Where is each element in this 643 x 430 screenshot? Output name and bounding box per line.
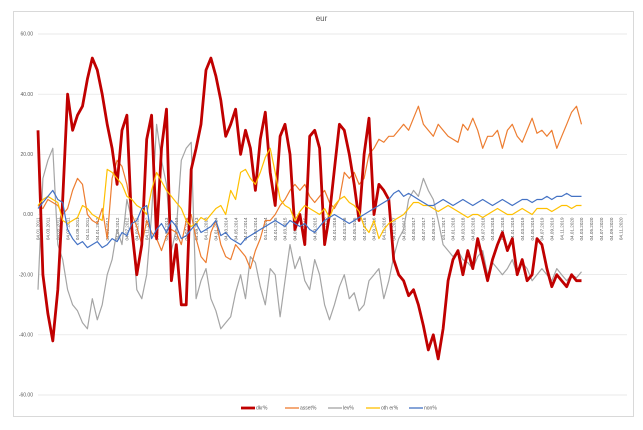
x-tick-label: 04.11.2012 xyxy=(144,217,149,240)
y-tick-label: -40.00 xyxy=(19,333,33,339)
x-tick-label: 04.05.2016 xyxy=(352,217,357,240)
x-tick-label: 04.11.2011 xyxy=(85,217,90,240)
gridlines xyxy=(38,33,627,396)
x-tick-label: 04.03.2014 xyxy=(223,217,228,240)
x-tick-label: 04.03.2020 xyxy=(579,217,584,240)
x-tick-label: 04.11.2014 xyxy=(263,217,268,240)
x-tick-label: 04.05.2020 xyxy=(589,217,594,240)
x-tick-label: 04.01.2014 xyxy=(214,217,219,240)
x-tick-label: 04.11.2018 xyxy=(500,217,505,240)
x-tick-label: 04.01.2011 xyxy=(36,217,41,240)
x-tick-label: 04.07.2016 xyxy=(362,217,367,240)
x-tick-label: 04.09.2015 xyxy=(312,217,317,240)
y-tick-label: 60.00 xyxy=(20,32,33,38)
y-tick-label: -20.00 xyxy=(19,272,33,278)
x-tick-label: 04.09.2016 xyxy=(372,217,377,240)
x-tick-label: 04.01.2019 xyxy=(510,217,515,240)
x-tick-label: 04.03.2013 xyxy=(164,217,169,240)
x-tick-label: 04.09.2018 xyxy=(490,217,495,240)
legend-label-dkr: dkr% xyxy=(256,406,268,412)
x-tick-label: 04.09.2013 xyxy=(194,217,199,240)
x-tick-label: 04.07.2020 xyxy=(599,217,604,240)
x-tick-label: 04.09.2014 xyxy=(253,217,258,240)
legend-label-non: non% xyxy=(424,406,437,412)
series-lines xyxy=(36,56,583,361)
legend: dkr% asset% lev% oth er% non% xyxy=(241,406,437,412)
x-tick-label: 04.07.2012 xyxy=(125,217,130,240)
x-axis-tick-labels: 04.01.2011 04.03.2011 04.05.2011 04.07.2011… xyxy=(36,217,624,240)
x-tick-label: 04.01.2017 xyxy=(391,217,396,240)
x-tick-label: 04.09.2019 xyxy=(550,217,555,240)
x-tick-label: 04.05.2014 xyxy=(233,217,238,240)
y-tick-label: 20.00 xyxy=(20,152,33,158)
y-tick-label: -60.00 xyxy=(19,393,33,399)
x-tick-label: 04.11.2019 xyxy=(559,217,564,240)
x-tick-label: 04.11.2017 xyxy=(441,217,446,240)
x-tick-label: 04.05.2019 xyxy=(530,217,535,240)
x-tick-label: 04.09.2017 xyxy=(431,217,436,240)
x-tick-label: 04.11.2013 xyxy=(204,217,209,240)
x-tick-label: 04.01.2012 xyxy=(95,217,100,240)
x-tick-label: 04.05.2012 xyxy=(115,217,120,240)
series-line-asset xyxy=(37,105,583,270)
x-tick-label: 04.03.2019 xyxy=(520,217,525,240)
x-tick-label: 04.03.2018 xyxy=(461,217,466,240)
y-tick-label: 0.00 xyxy=(23,212,33,218)
x-tick-label: 04.09.2020 xyxy=(609,217,614,240)
x-tick-label: 04.03.2015 xyxy=(283,217,288,240)
x-tick-label: 04.07.2018 xyxy=(480,217,485,240)
legend-label-lev: lev% xyxy=(343,406,354,412)
x-tick-label: 04.01.2016 xyxy=(332,217,337,240)
x-tick-label: 04.05.2017 xyxy=(411,217,416,240)
x-tick-label: 04.11.2020 xyxy=(619,217,624,240)
legend-label-asset: asset% xyxy=(300,406,317,412)
x-tick-label: 04.09.2011 xyxy=(75,217,80,240)
y-axis-tick-labels: 60.00 40.00 20.00 0.00 -20.00 -40.00 -60.00 xyxy=(19,32,33,399)
x-tick-label: 04.05.2018 xyxy=(470,217,475,240)
x-tick-label: 04.01.2015 xyxy=(273,217,278,240)
x-tick-label: 04.03.2012 xyxy=(105,217,110,240)
x-tick-label: 04.01.2020 xyxy=(569,217,574,240)
y-tick-label: 40.00 xyxy=(20,92,33,98)
x-tick-label: 04.07.2019 xyxy=(540,217,545,240)
series-line-dkr xyxy=(36,56,582,361)
x-tick-label: 04.03.2016 xyxy=(342,217,347,240)
legend-label-other: oth er% xyxy=(381,406,399,412)
x-tick-label: 04.07.2017 xyxy=(421,217,426,240)
x-tick-label: 04.03.2011 xyxy=(46,217,51,240)
x-tick-label: 04.05.2011 xyxy=(55,217,60,240)
x-tick-label: 04.01.2018 xyxy=(451,217,456,240)
series-line-non xyxy=(37,189,582,249)
chart-title: eur xyxy=(315,14,328,23)
x-tick-label: 04.07.2013 xyxy=(184,217,189,240)
x-tick-label: 04.07.2014 xyxy=(243,217,248,240)
series-line-other xyxy=(37,147,582,240)
